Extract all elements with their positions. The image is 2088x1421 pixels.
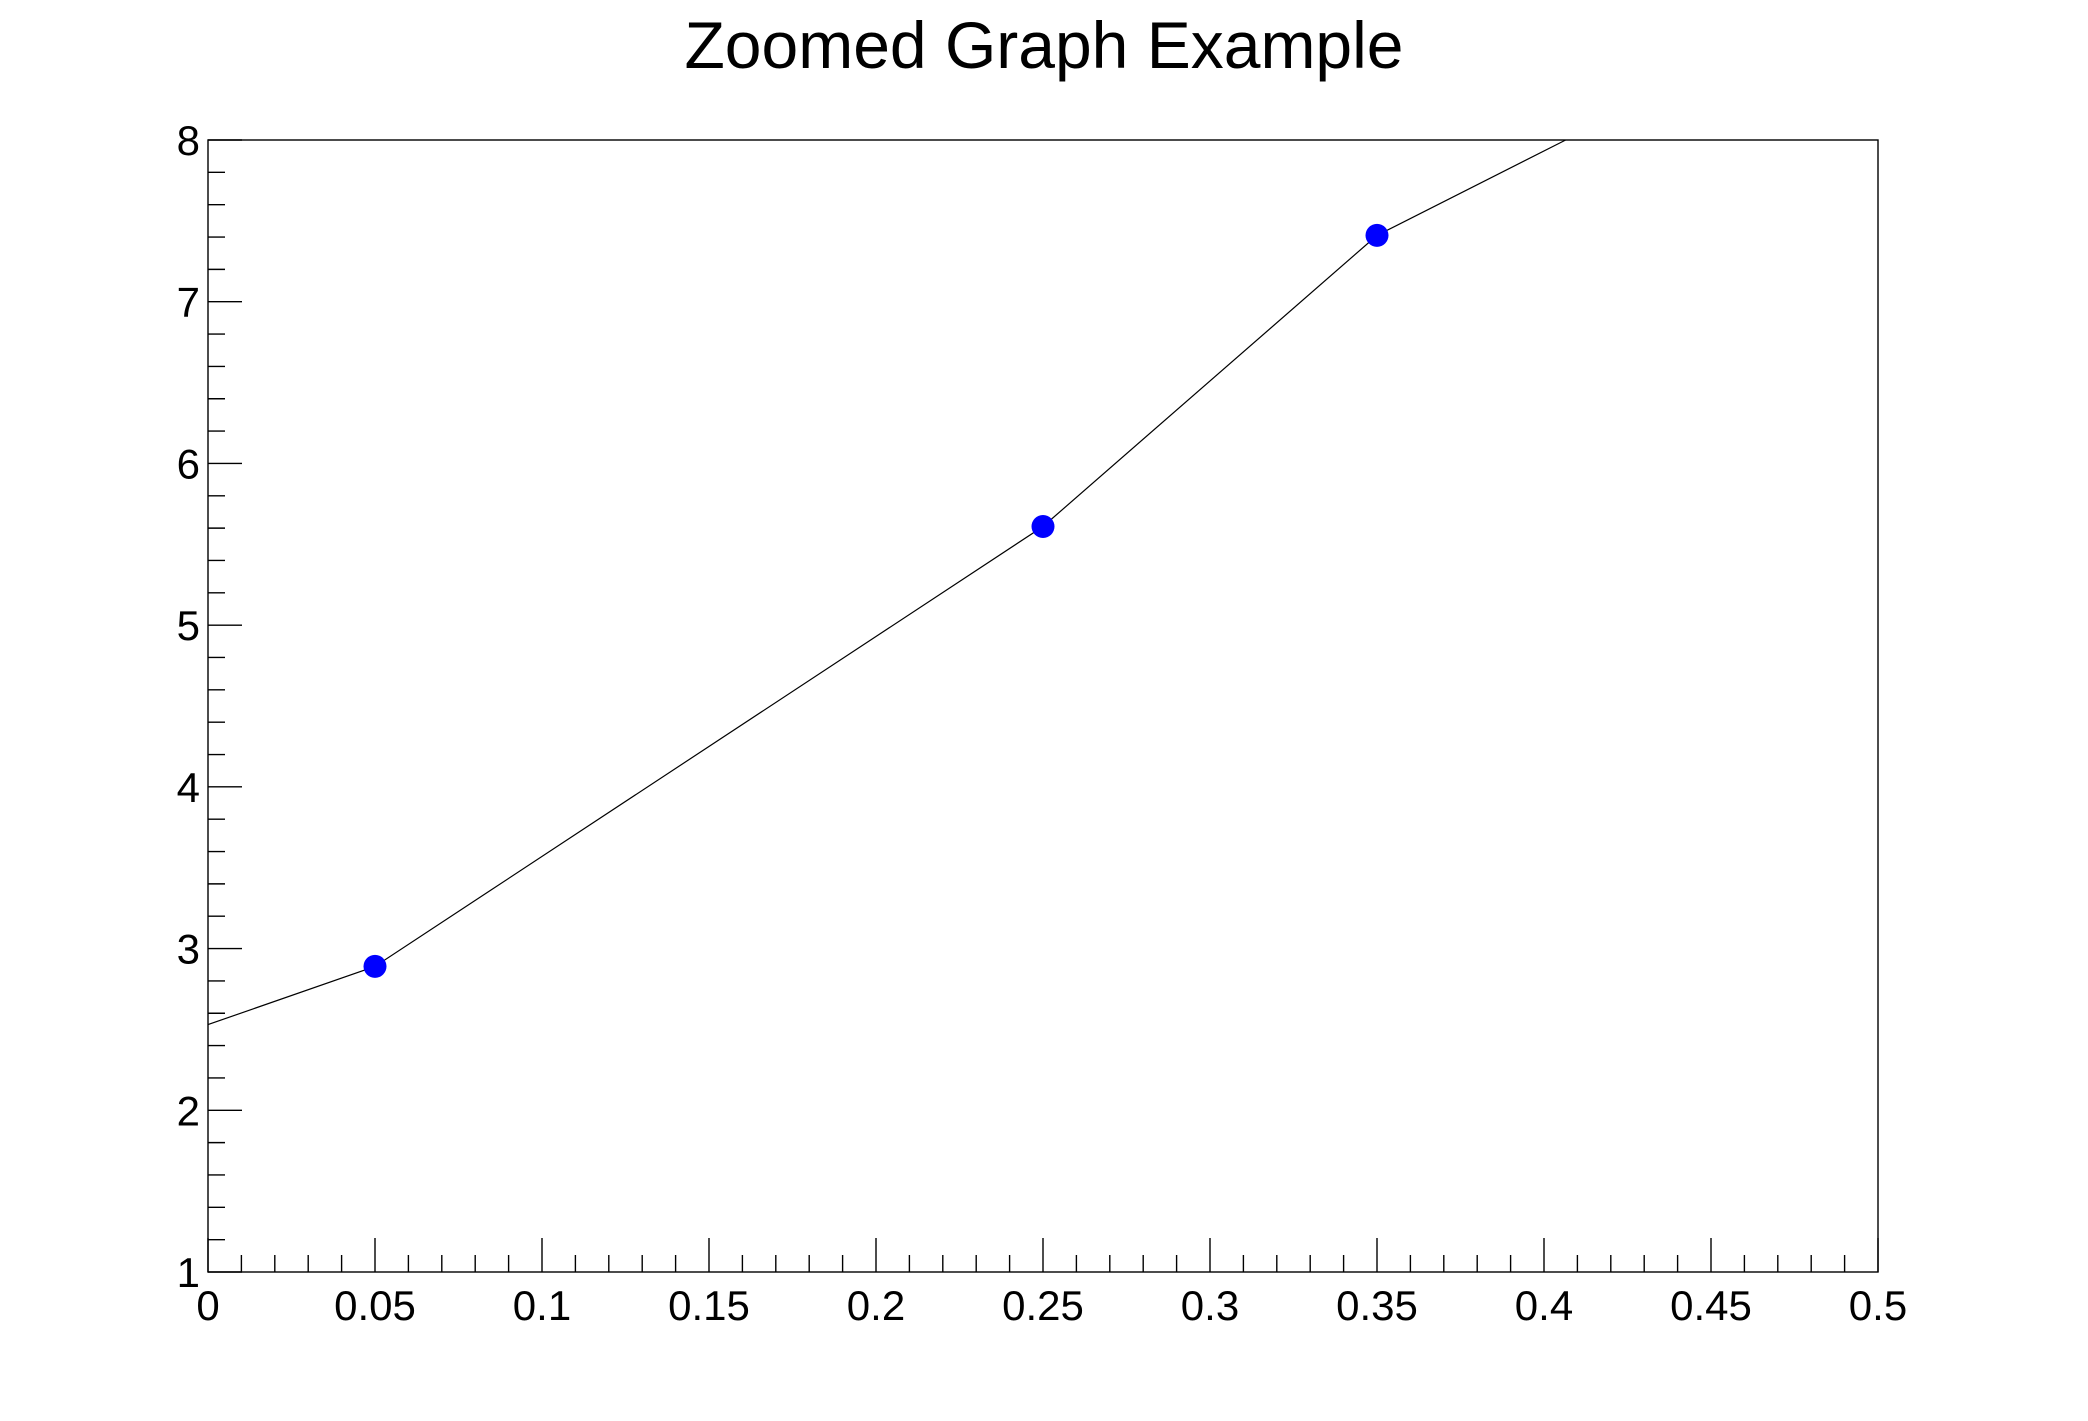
- y-tick-label: 1: [177, 1249, 200, 1296]
- x-tick-label: 0: [196, 1282, 219, 1329]
- y-tick-label: 2: [177, 1087, 200, 1134]
- series-line: [207, 139, 1566, 1026]
- data-point-marker: [363, 954, 387, 978]
- y-tick-label: 7: [177, 279, 200, 326]
- x-tick-label: 0.45: [1670, 1282, 1752, 1329]
- x-tick-label: 0.05: [334, 1282, 416, 1329]
- y-tick-label: 5: [177, 602, 200, 649]
- y-tick-label: 6: [177, 440, 200, 487]
- y-tick-label: 8: [177, 117, 200, 164]
- x-tick-label: 0.35: [1336, 1282, 1418, 1329]
- x-tick-label: 0.5: [1849, 1282, 1907, 1329]
- data-point-marker: [1365, 223, 1389, 247]
- y-axis: 1 2 3 4 5 6 7 8: [177, 117, 242, 1296]
- series-layer: [207, 139, 1566, 1026]
- chart-title: Zoomed Graph Example: [684, 8, 1403, 82]
- data-point-marker: [1031, 514, 1055, 538]
- x-tick-label: 0.1: [513, 1282, 571, 1329]
- x-tick-label: 0.25: [1002, 1282, 1084, 1329]
- x-tick-label: 0.3: [1181, 1282, 1239, 1329]
- plot-frame: [207, 139, 1879, 1273]
- x-tick-label: 0.4: [1515, 1282, 1573, 1329]
- x-tick-label: 0.2: [847, 1282, 905, 1329]
- y-tick-label: 3: [177, 926, 200, 973]
- x-axis: 0 0.05 0.1 0.15 0.2 0.25 0.3 0.35 0.4 0.45 0.5: [196, 1238, 1907, 1329]
- x-tick-label: 0.15: [668, 1282, 750, 1329]
- y-tick-label: 4: [177, 764, 200, 811]
